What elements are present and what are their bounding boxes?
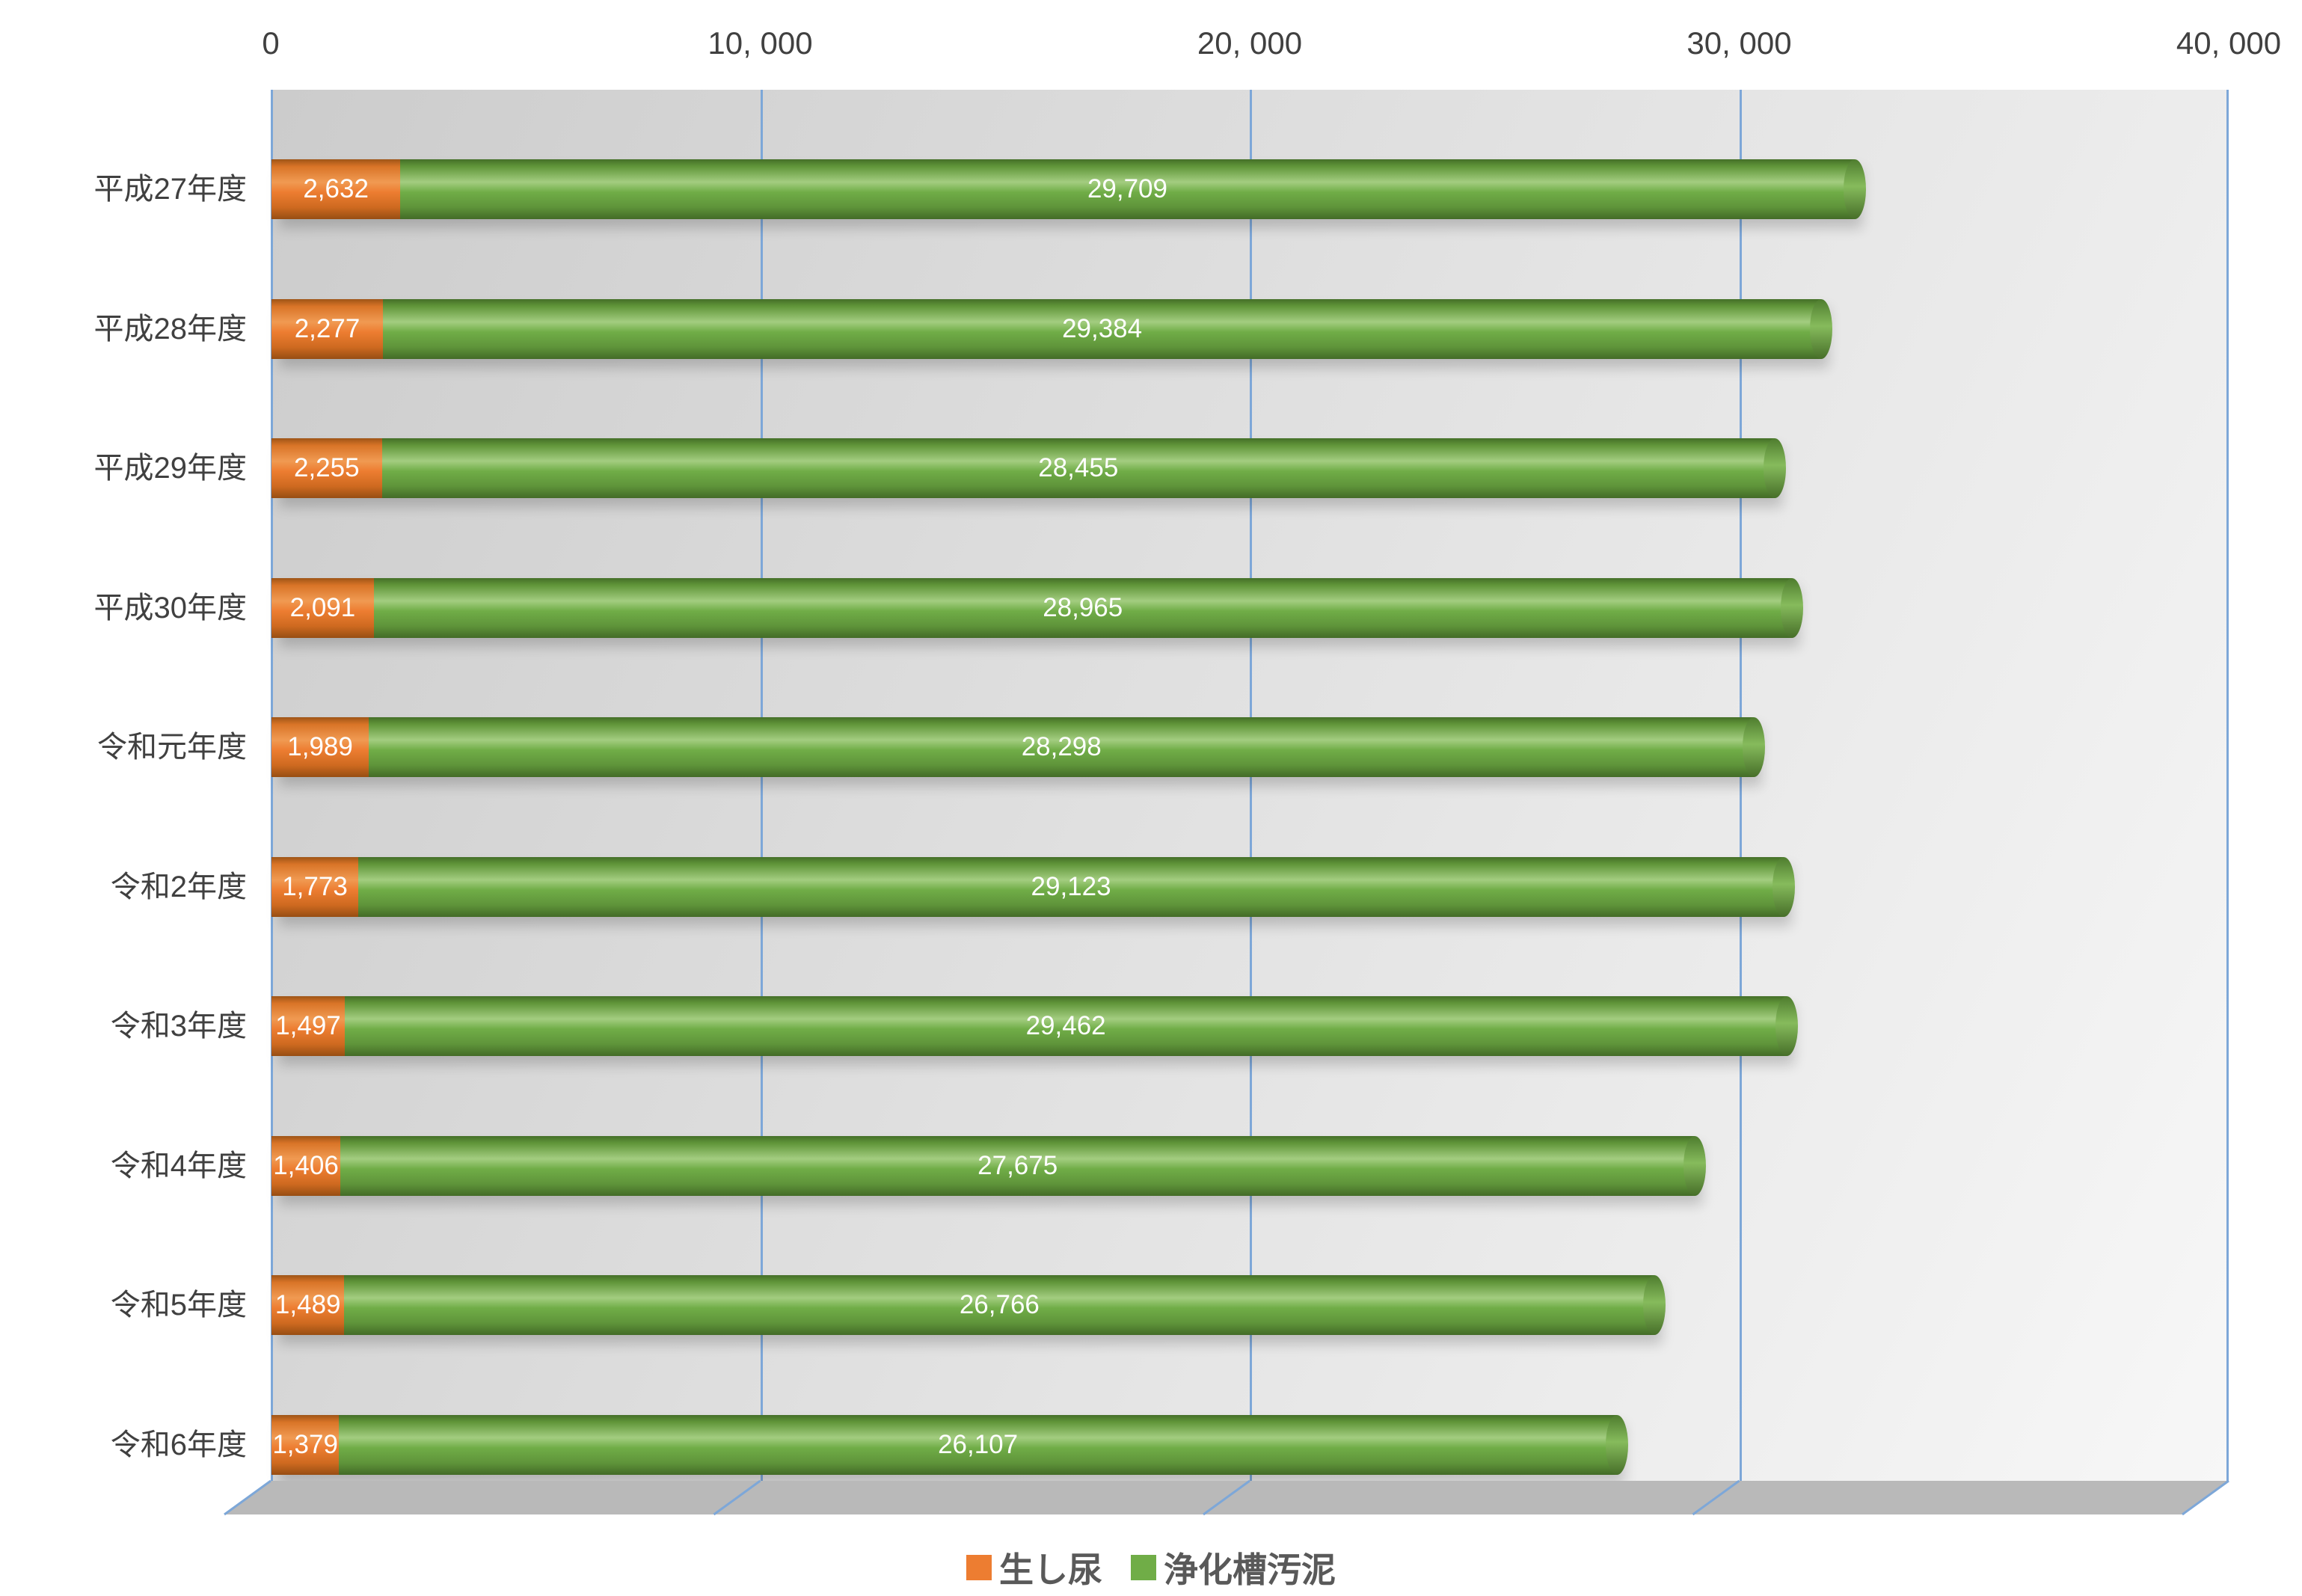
- bar-row: 1,989 28,298: [271, 717, 1766, 777]
- gridline: [2226, 90, 2229, 1481]
- value-label: 1,773: [282, 871, 348, 901]
- x-axis-tick-label: 20, 000: [1197, 25, 1303, 61]
- bar-segment-raw-night-soil: 2,277: [271, 298, 384, 359]
- chart-floor: [224, 1479, 2229, 1516]
- value-label: 29,384: [1062, 313, 1143, 343]
- bar-end-cap: [1605, 1414, 1628, 1475]
- bar-segment-septic-sludge: 29,123: [358, 856, 1796, 917]
- category-label: 平成27年度: [93, 173, 248, 206]
- bar-row: 2,255 28,455: [271, 438, 1786, 498]
- x-axis-tick-label: 30, 000: [1686, 25, 1792, 61]
- value-label: 29,123: [1031, 871, 1111, 901]
- value-label: 2,277: [294, 313, 360, 343]
- category-label: 平成28年度: [93, 312, 248, 346]
- bar-segment-septic-sludge: 29,384: [383, 298, 1833, 359]
- value-label: 28,298: [1021, 732, 1102, 761]
- category-label: 令和2年度: [110, 870, 247, 903]
- bar-segment-raw-night-soil: 2,255: [271, 438, 382, 498]
- bar-end-cap: [1743, 717, 1766, 777]
- value-label: 1,989: [287, 732, 353, 761]
- plot-area: 2,632 29,709 2,277 29,384 2,255 28,455 2,091 28…: [271, 90, 2229, 1481]
- value-label: 1,489: [274, 1290, 341, 1319]
- bar-end-cap: [1780, 577, 1803, 638]
- floor-gridline: [1203, 1479, 1250, 1516]
- value-label: 28,965: [1043, 592, 1123, 622]
- category-label: 平成29年度: [93, 452, 248, 485]
- category-axis: 平成27年度 平成28年度 平成29年度 平成30年度 令和元年度令和2年度令和3年度令…: [0, 0, 271, 1596]
- bar-row: 2,277 29,384: [271, 298, 1833, 359]
- value-label: 2,255: [293, 453, 360, 482]
- bar-row: 1,406 27,675: [271, 1135, 1707, 1196]
- value-label: 28,455: [1038, 453, 1119, 482]
- bar-end-cap: [1683, 1135, 1707, 1196]
- bar-row: 2,632 29,709: [271, 159, 1866, 219]
- x-axis-tick-label: 0: [262, 25, 280, 61]
- legend-label: 生し尿: [999, 1550, 1102, 1589]
- category-label: 令和3年度: [110, 1010, 247, 1043]
- bar-segment-septic-sludge: 26,766: [344, 1275, 1666, 1335]
- bar-end-cap: [1772, 856, 1796, 917]
- bar-segment-septic-sludge: 28,455: [381, 438, 1786, 498]
- category-label: 令和6年度: [110, 1428, 247, 1461]
- bar-segment-raw-night-soil: 1,773: [271, 856, 359, 917]
- floor-gridline: [1692, 1479, 1740, 1516]
- floor-gridline: [224, 1479, 271, 1516]
- gridline: [1739, 90, 1742, 1481]
- x-axis-tick-label: 40, 000: [2176, 25, 2282, 61]
- bar-end-cap: [1643, 1275, 1666, 1335]
- legend-item: 生し尿: [966, 1543, 1102, 1592]
- bar-end-cap: [1763, 438, 1786, 498]
- bar-row: 1,773 29,123: [271, 856, 1796, 917]
- x-axis: 0 10, 000 20, 000 30, 000 40, 000: [0, 0, 2302, 90]
- gridline: [1250, 90, 1252, 1481]
- value-label: 26,766: [959, 1290, 1040, 1319]
- category-label: 令和5年度: [110, 1289, 247, 1322]
- legend-item: 浄化槽汚泥: [1131, 1543, 1336, 1592]
- bar-segment-raw-night-soil: 1,489: [271, 1275, 345, 1335]
- x-axis-tick-label: 10, 000: [708, 25, 813, 61]
- bar-segment-raw-night-soil: 1,406: [271, 1135, 341, 1196]
- bar-end-cap: [1810, 298, 1833, 359]
- value-label: 1,379: [272, 1429, 338, 1459]
- floor-gridline: [713, 1479, 761, 1516]
- category-label: 令和元年度: [97, 731, 247, 764]
- bar-end-cap: [1843, 159, 1866, 219]
- value-label: 26,107: [938, 1429, 1019, 1459]
- legend-label: 浄化槽汚泥: [1164, 1550, 1336, 1589]
- bar-segment-septic-sludge: 28,965: [373, 577, 1803, 638]
- gridline: [760, 90, 763, 1481]
- bar-segment-septic-sludge: 29,462: [344, 996, 1799, 1056]
- floor-gridline: [2182, 1479, 2229, 1516]
- bar-segment-raw-night-soil: 1,497: [271, 996, 345, 1056]
- value-label: 2,632: [303, 174, 369, 203]
- value-label: 1,406: [273, 1150, 339, 1180]
- bar-segment-septic-sludge: 27,675: [340, 1135, 1707, 1196]
- legend: 生し尿 浄化槽汚泥: [0, 1544, 2302, 1592]
- bar-segment-raw-night-soil: 1,379: [271, 1414, 340, 1475]
- value-label: 29,709: [1087, 174, 1167, 203]
- gridline: [271, 90, 273, 1481]
- value-label: 1,497: [275, 1011, 341, 1040]
- bar-row: 1,379 26,107: [271, 1414, 1628, 1475]
- legend-swatch: [1131, 1555, 1156, 1580]
- legend-swatch: [966, 1555, 992, 1580]
- bar-end-cap: [1775, 996, 1799, 1056]
- value-label: 29,462: [1025, 1011, 1106, 1040]
- bar-row: 1,497 29,462: [271, 996, 1799, 1056]
- bar-row: 1,489 26,766: [271, 1275, 1666, 1335]
- bar-segment-raw-night-soil: 2,091: [271, 577, 374, 638]
- bar-segment-septic-sludge: 29,709: [400, 159, 1866, 219]
- bar-row: 2,091 28,965: [271, 577, 1803, 638]
- bar-segment-septic-sludge: 26,107: [339, 1414, 1628, 1475]
- value-label: 27,675: [977, 1150, 1058, 1180]
- bar-segment-septic-sludge: 28,298: [369, 717, 1766, 777]
- bar-segment-raw-night-soil: 1,989: [271, 717, 369, 777]
- value-label: 2,091: [289, 592, 356, 622]
- bar-segment-raw-night-soil: 2,632: [271, 159, 401, 219]
- category-label: 令和4年度: [110, 1149, 247, 1182]
- category-label: 平成30年度: [93, 591, 248, 624]
